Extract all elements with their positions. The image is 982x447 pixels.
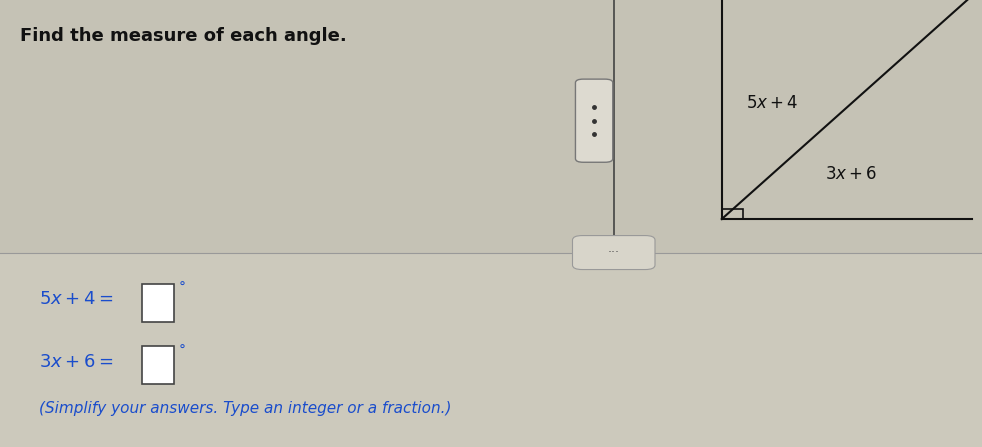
Text: $3x + 6$: $3x + 6$ [825, 165, 877, 183]
Text: (Simplify your answers. Type an integer or a fraction.): (Simplify your answers. Type an integer … [39, 401, 452, 416]
FancyBboxPatch shape [142, 284, 174, 322]
Text: ···: ··· [608, 246, 620, 259]
FancyBboxPatch shape [142, 346, 174, 384]
FancyBboxPatch shape [575, 79, 613, 162]
Text: $5x + 4 =$: $5x + 4 =$ [39, 291, 114, 308]
FancyBboxPatch shape [573, 236, 655, 270]
Bar [0, 253, 982, 447]
Bar [0, 0, 982, 253]
Text: Find the measure of each angle.: Find the measure of each angle. [20, 27, 347, 45]
Text: $3x + 6 =$: $3x + 6 =$ [39, 353, 114, 371]
Bar [722, 209, 743, 219]
Text: $5x + 4$: $5x + 4$ [746, 94, 798, 112]
Text: °: ° [179, 344, 186, 358]
Text: °: ° [179, 281, 186, 295]
